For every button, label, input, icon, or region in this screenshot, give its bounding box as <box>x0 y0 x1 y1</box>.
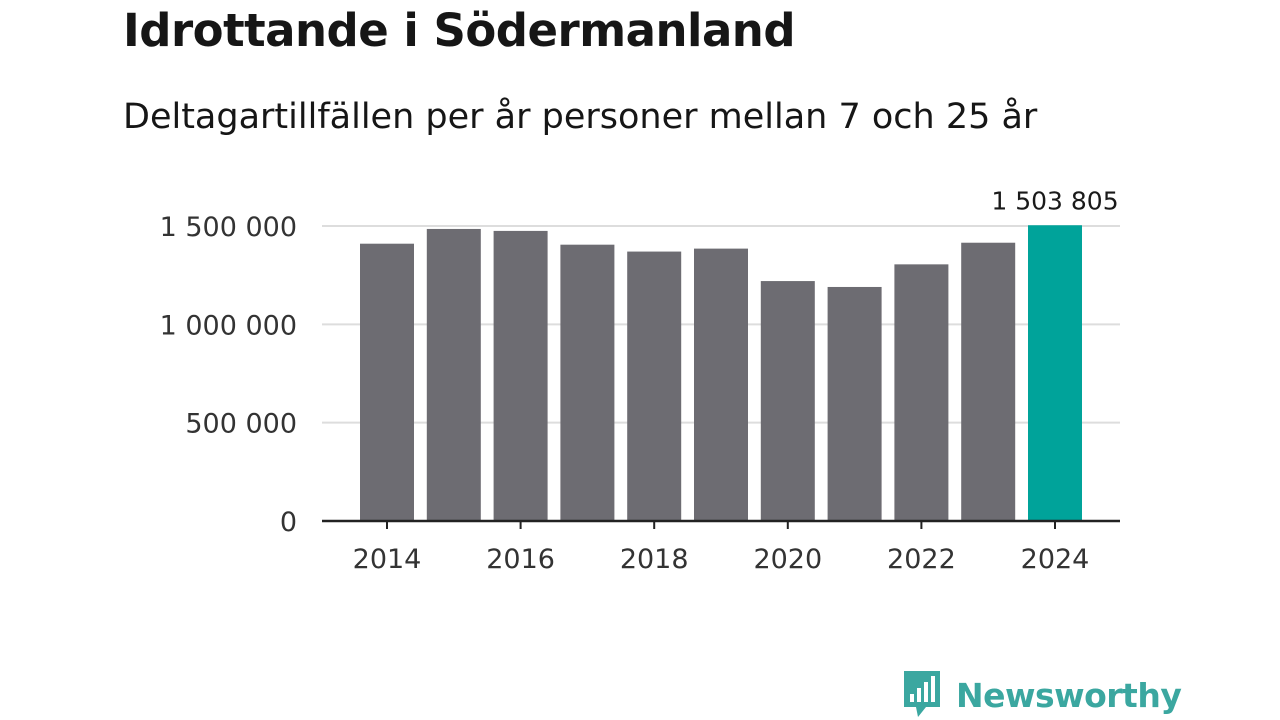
bars <box>360 225 1082 522</box>
bar-2020 <box>760 281 815 521</box>
bar-2022 <box>894 264 949 521</box>
x-tick-label: 2018 <box>620 544 689 575</box>
bar-2019 <box>694 248 748 521</box>
y-tick-labels: 0 500 000 1 000 000 1 500 000 <box>160 212 297 538</box>
brand-name: Newsworthy <box>956 676 1182 715</box>
newsworthy-logo-icon <box>902 669 942 720</box>
bar-2018 <box>627 251 682 522</box>
x-tick-label: 2020 <box>753 544 822 575</box>
x-tick-label: 2022 <box>887 544 956 575</box>
bar-2016 <box>493 230 548 521</box>
y-tick-label: 1 500 000 <box>160 212 297 243</box>
x-tick-label: 2014 <box>353 544 422 575</box>
chart-subtitle: Deltagartillfällen per år personer mella… <box>123 97 1038 137</box>
bar-2017 <box>560 244 615 521</box>
data-labels: 1 503 805 <box>991 186 1118 215</box>
bar-2021 <box>827 286 882 521</box>
bar-2024 <box>1028 225 1082 521</box>
brand-logo: Newsworthy <box>902 669 1182 720</box>
data-label-2024: 1 503 805 <box>991 186 1118 215</box>
x-tick-labels: 2014 2016 2018 2020 2022 2024 <box>353 544 1090 575</box>
y-tick-label: 500 000 <box>185 409 297 440</box>
x-axis <box>322 519 1120 529</box>
chart-title: Idrottande i Södermanland <box>123 4 796 57</box>
bar-2023 <box>961 242 1016 521</box>
bar-2014 <box>360 243 414 521</box>
y-tick-label: 0 <box>280 507 297 538</box>
bar-2015 <box>426 228 481 521</box>
x-tick-label: 2016 <box>486 544 555 575</box>
x-tick-label: 2024 <box>1021 544 1090 575</box>
y-tick-label: 1 000 000 <box>160 310 297 341</box>
